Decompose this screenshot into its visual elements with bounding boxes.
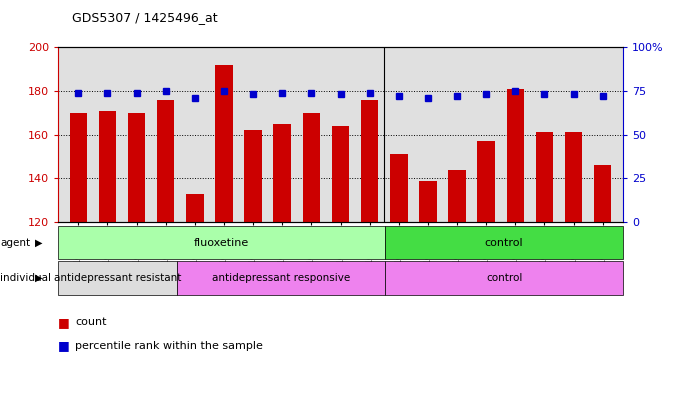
Text: fluoxetine: fluoxetine xyxy=(194,238,249,248)
Bar xyxy=(477,141,495,222)
Bar xyxy=(99,110,116,222)
Bar xyxy=(565,132,582,222)
Bar xyxy=(128,113,145,222)
Bar xyxy=(507,89,524,222)
Bar xyxy=(186,194,204,222)
Text: ■: ■ xyxy=(58,316,69,329)
Bar xyxy=(419,180,437,222)
Text: control: control xyxy=(485,238,524,248)
Bar xyxy=(215,64,233,222)
Text: antidepressant responsive: antidepressant responsive xyxy=(212,273,350,283)
Bar xyxy=(390,154,407,222)
Bar xyxy=(157,99,174,222)
Text: percentile rank within the sample: percentile rank within the sample xyxy=(75,341,263,351)
Text: individual: individual xyxy=(0,273,51,283)
Text: ▶: ▶ xyxy=(35,273,43,283)
Bar xyxy=(448,169,466,222)
Text: GDS5307 / 1425496_at: GDS5307 / 1425496_at xyxy=(72,11,217,24)
Bar xyxy=(244,130,262,222)
Bar xyxy=(536,132,553,222)
Text: antidepressant resistant: antidepressant resistant xyxy=(54,273,181,283)
Bar xyxy=(332,126,349,222)
Bar xyxy=(69,113,87,222)
Bar xyxy=(361,99,379,222)
Bar xyxy=(594,165,612,222)
Bar xyxy=(274,124,291,222)
Text: control: control xyxy=(486,273,522,283)
Text: agent: agent xyxy=(0,238,30,248)
Text: ■: ■ xyxy=(58,339,69,353)
Text: ▶: ▶ xyxy=(35,238,43,248)
Text: count: count xyxy=(75,317,106,327)
Bar xyxy=(302,113,320,222)
